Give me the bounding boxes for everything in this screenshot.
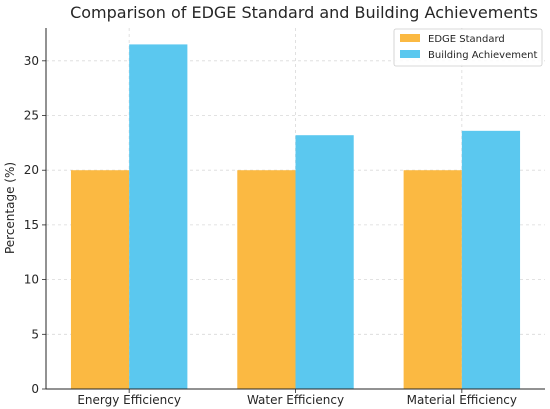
- bar-building-achievement-energy-efficiency: [129, 44, 188, 390]
- bar-edge-standard-material-efficiency: [403, 170, 462, 389]
- y-tick-label: 15: [24, 218, 39, 232]
- y-axis-label: Percentage (%): [3, 162, 17, 254]
- axes: [45, 28, 545, 390]
- y-tick-label: 25: [24, 109, 39, 123]
- x-tick-label: Material Efficiency: [407, 393, 517, 407]
- x-ticks: Energy Efficiency Water Efficiency Materia…: [77, 389, 517, 407]
- bar-building-achievement-water-efficiency: [295, 135, 354, 389]
- legend-swatch-edge-standard: [400, 34, 420, 42]
- chart-title: Comparison of EDGE Standard and Building…: [70, 3, 538, 22]
- legend-box: [393, 28, 543, 67]
- legend-swatch-building-achievement: [400, 50, 420, 58]
- bar-edge-standard-energy-efficiency: [70, 170, 130, 389]
- bar-building-achievement-material-efficiency: [461, 130, 521, 389]
- x-tick-label: Water Efficiency: [247, 393, 344, 407]
- legend-label-edge-standard: EDGE Standard: [428, 34, 505, 45]
- y-tick-label: 0: [31, 382, 39, 396]
- bars: [70, 44, 521, 390]
- y-tick-label: 30: [24, 54, 39, 68]
- y-tick-label: 20: [24, 163, 39, 177]
- y-tick-label: 10: [24, 273, 39, 287]
- bar-edge-standard-water-efficiency: [237, 170, 296, 389]
- y-ticks: 0 5 10 15 20 25 30: [24, 54, 46, 396]
- x-tick-label: Energy Efficiency: [77, 393, 181, 407]
- legend: EDGE Standard Building Achievement: [393, 28, 543, 67]
- legend-label-building-achievement: Building Achievement: [428, 50, 537, 61]
- y-tick-label: 5: [31, 327, 39, 341]
